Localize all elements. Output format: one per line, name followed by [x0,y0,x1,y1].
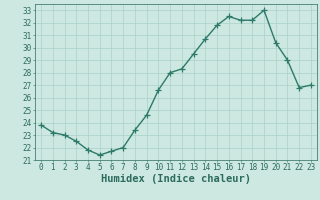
X-axis label: Humidex (Indice chaleur): Humidex (Indice chaleur) [101,174,251,184]
